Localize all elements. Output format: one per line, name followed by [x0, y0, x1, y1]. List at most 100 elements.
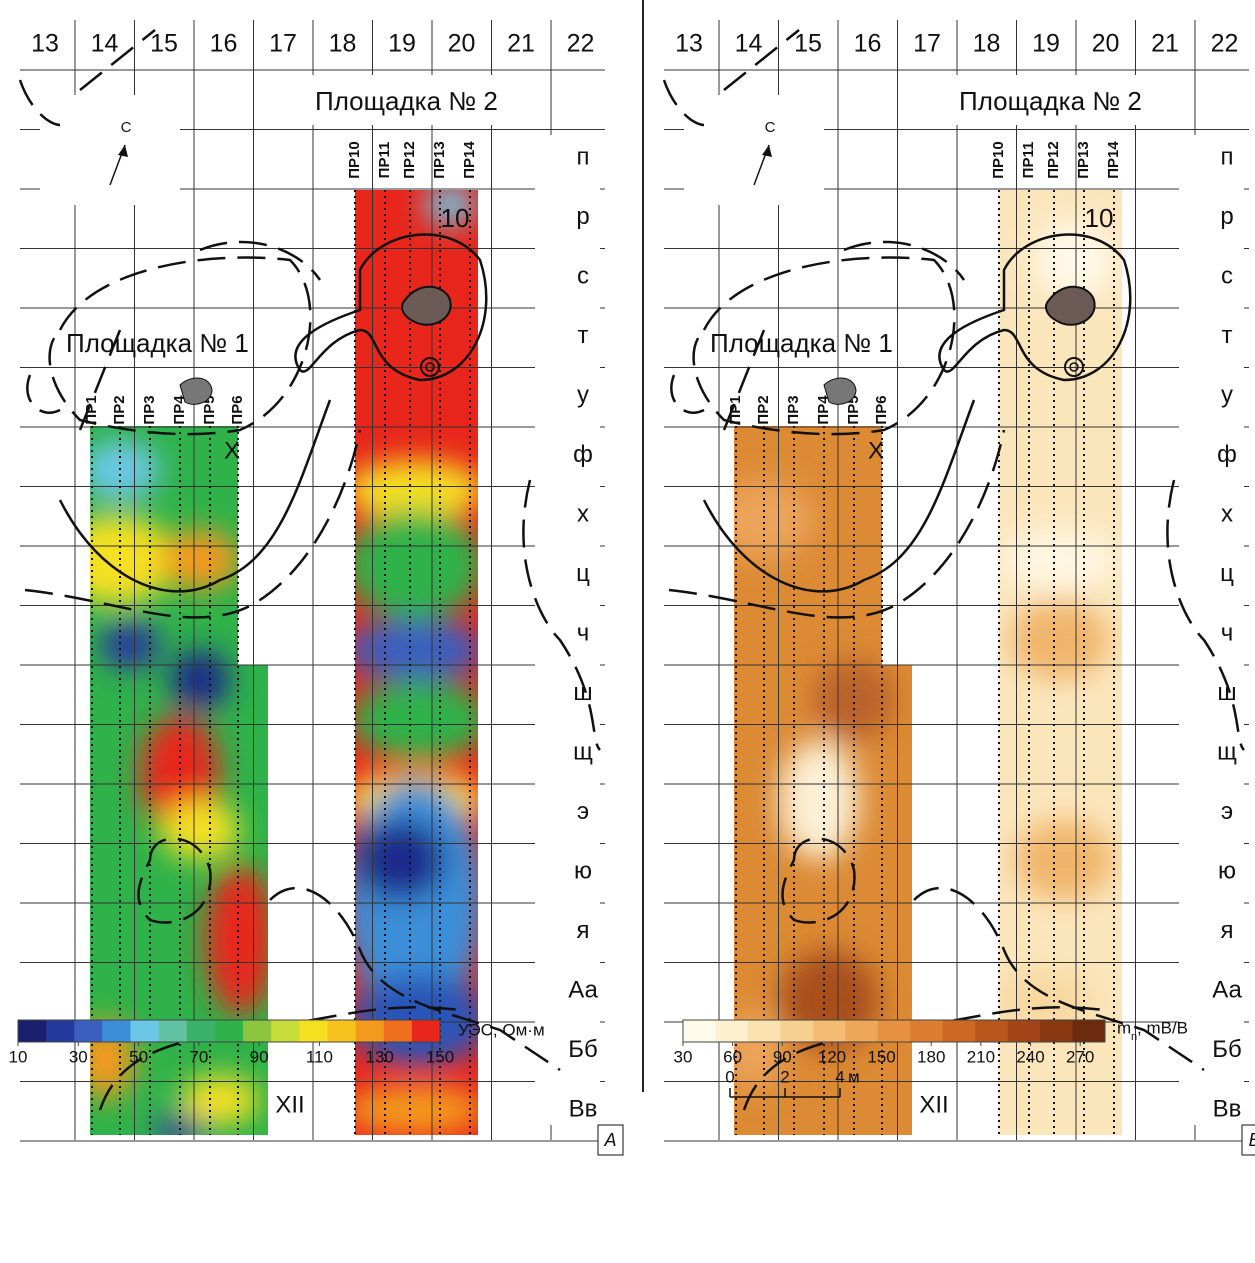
row-label: ч [1221, 619, 1234, 646]
profile-label: ПР3 [785, 395, 802, 424]
column-label: 20 [1092, 30, 1120, 58]
panel: 13 14 15 16 17 18 19 20 21 22прстуфхцчшщэюяАаБбВв… [662, 20, 1255, 1156]
colorbar-symbol: m [1117, 1018, 1131, 1037]
colorbar-step [327, 1020, 357, 1042]
outline [668, 429, 1006, 619]
profile-label: ПР10 [990, 141, 1007, 178]
row-label: у [577, 381, 589, 408]
outline [692, 256, 956, 436]
heat-blob [999, 970, 1094, 1030]
column-label: 15 [150, 30, 178, 58]
colorbar-step [102, 1020, 132, 1042]
row-label: х [577, 500, 589, 527]
label-mask [1179, 135, 1244, 1125]
row-label: ц [576, 560, 590, 587]
colorbar-tick-label: 180 [917, 1047, 945, 1066]
scale-label: 2 [780, 1067, 789, 1086]
colorbar-step [975, 1020, 1009, 1042]
column-label: 15 [794, 30, 822, 58]
colorbar-tick-label: 10 [9, 1047, 28, 1066]
heat-blob [734, 480, 814, 560]
colorbar-tick-label: 50 [129, 1047, 148, 1066]
colorbar-tick-label: 150 [867, 1047, 895, 1066]
row-label: т [578, 322, 589, 349]
blank-area [684, 95, 824, 205]
colorbar-step [46, 1020, 75, 1042]
blank-area [310, 75, 535, 125]
profile-label: ПР1 [727, 395, 744, 424]
outline [781, 837, 856, 924]
feature [1045, 285, 1096, 326]
column-label: 20 [448, 30, 476, 58]
colorbar-step [942, 1020, 976, 1042]
heat-blob [355, 510, 478, 620]
marker: XII [919, 1091, 948, 1118]
row-label: Бб [1212, 1036, 1242, 1063]
feature [420, 357, 440, 377]
colorbar-title: УЭС, Ом·м [458, 1020, 545, 1039]
colorbar-step [271, 1020, 300, 1042]
colorbar-step [683, 1020, 716, 1042]
row-label: у [1221, 381, 1233, 408]
colorbar-step [18, 1020, 47, 1042]
heat-blob [1014, 820, 1114, 900]
row-label: р [576, 203, 589, 230]
row-label: т [1222, 322, 1233, 349]
colorbar-step [1072, 1020, 1106, 1042]
row-label: щ [573, 738, 593, 765]
feature [401, 285, 452, 326]
colorbar-tick-label: 270 [1066, 1047, 1094, 1066]
outline [48, 256, 312, 436]
colorbar-tick-label: 110 [306, 1047, 333, 1066]
heat-blob [425, 190, 475, 225]
outline [78, 240, 322, 431]
profile-label: ПР4 [815, 395, 832, 425]
colorbar-step [130, 1020, 160, 1042]
outline [670, 374, 705, 414]
colorbar-tick-label: 90 [773, 1047, 792, 1066]
row-label: с [1221, 262, 1233, 289]
colorbar-step [299, 1020, 328, 1042]
colorbar-frame [17, 1019, 441, 1043]
row-label: ч [577, 619, 590, 646]
heat-blob [205, 865, 268, 1015]
row-label: Аа [568, 976, 598, 1003]
row-label: ш [573, 679, 592, 706]
heat-blob [180, 1075, 260, 1125]
outline [58, 399, 332, 593]
row-label: ф [573, 441, 593, 468]
colorbar-step [411, 1020, 441, 1042]
profile-label: ПР12 [1045, 141, 1062, 178]
marker: X [224, 437, 240, 464]
colorbar-step [812, 1020, 846, 1042]
heat-blob [779, 740, 859, 860]
profile-label: ПР13 [431, 141, 448, 178]
column-label: 18 [973, 30, 1001, 58]
column-label: 16 [210, 30, 238, 58]
outline [1166, 479, 1246, 751]
column-label: 21 [1151, 30, 1179, 58]
column-label: 14 [91, 30, 119, 58]
colorbar-tick-label: 210 [967, 1047, 995, 1066]
profile-label: ПР12 [401, 141, 418, 178]
blank-area [954, 75, 1179, 125]
feature [1069, 362, 1079, 372]
colorbar-step [383, 1020, 413, 1042]
heat-blob [814, 660, 894, 740]
heat-blob [100, 620, 160, 670]
profile-label: ПР2 [111, 395, 128, 424]
column-label: 17 [913, 30, 941, 58]
outline [294, 233, 488, 382]
colorbar-step [877, 1020, 911, 1042]
heat-blobs [355, 190, 478, 1135]
profile-label: ПР3 [141, 395, 158, 424]
row-label: Вв [1213, 1095, 1242, 1122]
colorbar-step [158, 1020, 188, 1042]
row-label: р [1220, 203, 1233, 230]
profile-label: ПР5 [845, 395, 862, 424]
colorbar-unit: , mB/B [1137, 1018, 1188, 1037]
heat-blob [1009, 600, 1109, 680]
colorbar-step [715, 1020, 749, 1042]
row-label: я [1221, 917, 1234, 944]
marker: 10 [441, 203, 470, 233]
